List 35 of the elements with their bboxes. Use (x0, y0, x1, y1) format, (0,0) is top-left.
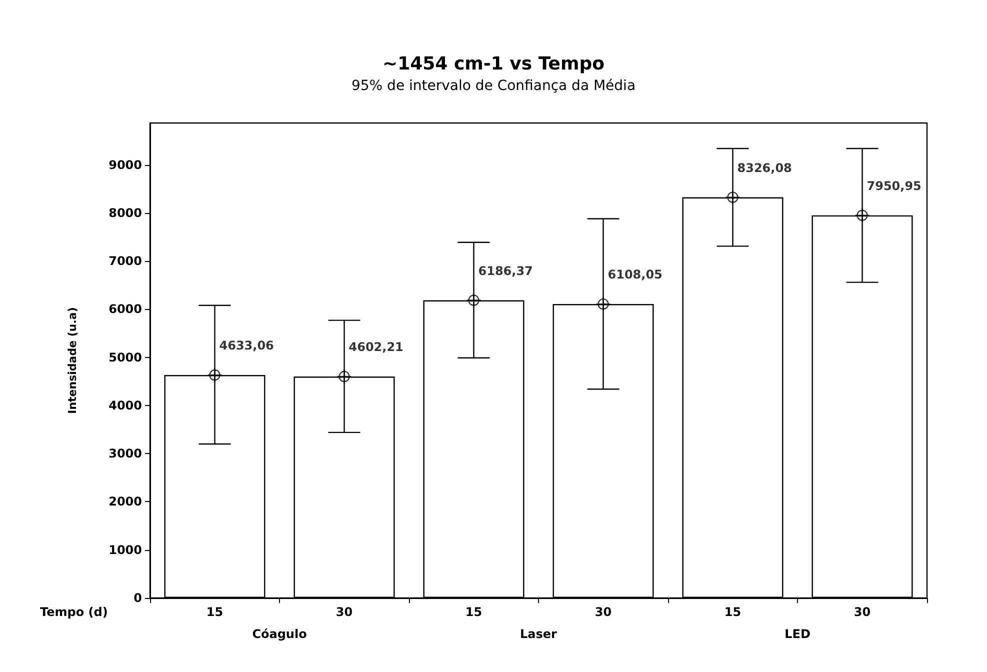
y-tick-label: 3000 (108, 446, 142, 461)
x-tick-label: 30 (336, 605, 353, 619)
text: LED (784, 627, 810, 641)
y-tick-label: 1000 (108, 542, 142, 557)
chart-subtitle: 95% de intervalo de Confiança da Média (351, 78, 636, 94)
text: Cóagulo (252, 627, 307, 641)
x-tick-label: 15 (465, 605, 482, 619)
text: Laser (520, 627, 558, 641)
y-axis-title: Intensidade (u.a) (66, 307, 79, 414)
data-label: 4633,06 (219, 338, 274, 353)
data-label: 6186,37 (478, 264, 533, 278)
data-label: 6108,05 (608, 268, 662, 282)
point (725, 190, 740, 205)
x-tick-label: 15 (724, 605, 742, 619)
chart-title: ~1454 cm-1 vs Tempo (382, 54, 604, 74)
y-tick-label: 2000 (108, 494, 142, 509)
data-label: 7950,95 (866, 178, 922, 193)
y-tick-label: 0 (134, 591, 142, 605)
y-tick-label: 6000 (108, 302, 142, 316)
point (336, 368, 352, 384)
point (207, 367, 222, 383)
y-tick-label: 4000 (108, 398, 142, 412)
data-label: 8326,08 (737, 160, 792, 175)
x-tick-label: 15 (206, 605, 224, 619)
point (854, 208, 870, 223)
x-tick-label: 30 (594, 605, 612, 619)
y-tick-label: 9000 (108, 158, 142, 172)
data-label: 4602,21 (348, 340, 404, 354)
y-tick-label: 7000 (108, 254, 142, 268)
x-tick-label: 30 (854, 605, 871, 619)
point (466, 292, 482, 308)
y-tick-label: 8000 (108, 206, 142, 220)
point (596, 296, 611, 312)
x-axis-title: Tempo (d) (40, 605, 108, 619)
y-tick-label: 5000 (108, 350, 142, 364)
